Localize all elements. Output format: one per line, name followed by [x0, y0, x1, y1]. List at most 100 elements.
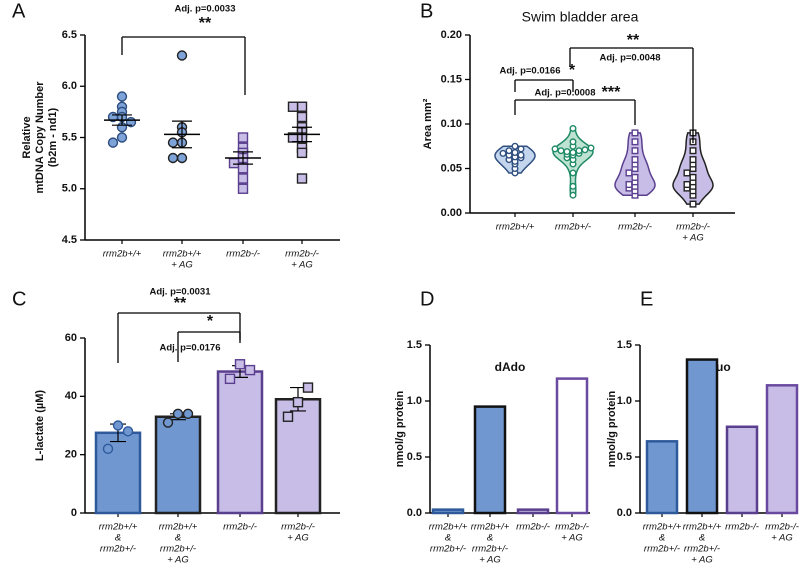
x-tick-label: rrm2b-/- — [226, 249, 260, 260]
x-tick-label: + AG — [561, 533, 583, 544]
annotation: Adj. p=0.0031 — [150, 287, 212, 298]
data-point — [116, 132, 128, 143]
data-point — [569, 124, 577, 132]
annotation: * — [569, 62, 576, 79]
data-point — [511, 148, 519, 156]
y-tick-label: 6.0 — [62, 80, 77, 92]
data-point — [167, 137, 179, 148]
chart-title: dAdo — [495, 360, 526, 374]
data-point — [683, 181, 691, 189]
annotation: Adj. p=0.0033 — [175, 4, 236, 15]
x-tick-label: & — [445, 533, 451, 544]
bar — [725, 425, 759, 515]
y-tick-label: 4.5 — [62, 234, 77, 246]
x-tick-label: & — [487, 533, 493, 544]
data-point — [689, 200, 697, 208]
data-point — [631, 138, 639, 146]
bar — [473, 405, 507, 515]
data-point — [683, 169, 691, 177]
x-tick-label: rrm2b+/+ — [163, 249, 202, 260]
y-tick-label: 0.00 — [441, 207, 462, 219]
x-tick-label: + AG — [691, 555, 713, 566]
annotation: ** — [174, 295, 187, 312]
data-point — [511, 142, 519, 150]
y-tick-label: 0.5 — [407, 451, 422, 463]
x-tick-label: rrm2b+/- — [430, 544, 466, 555]
error-bar — [233, 151, 253, 165]
x-tick-label: rrm2b+/+ — [103, 249, 142, 260]
data-point — [296, 101, 308, 112]
x-tick-label: & — [115, 533, 121, 544]
y-tick-label: 20 — [65, 449, 77, 461]
y-tick-label: 0.0 — [617, 507, 632, 519]
data-point — [172, 408, 184, 420]
data-point — [302, 382, 314, 393]
x-tick-label: rrm2b+/- — [644, 544, 680, 555]
data-point — [237, 132, 249, 143]
y-axis-label: mtDNA Copy Number — [34, 81, 46, 194]
y-axis-label: nmol/g protein — [606, 391, 618, 468]
bar — [685, 358, 719, 515]
x-tick-label: rrm2b+/- — [100, 544, 136, 555]
y-tick-label: 1.0 — [407, 395, 422, 407]
x-tick-label: rrm2b-/- — [765, 522, 799, 533]
data-point — [517, 145, 525, 153]
data-point — [575, 147, 583, 155]
data-point — [237, 183, 249, 194]
y-tick-label: 6.5 — [62, 29, 77, 41]
data-point — [122, 426, 134, 437]
data-point — [102, 443, 114, 455]
annotation: Adj. p=0.0008 — [535, 88, 596, 99]
x-tick-label: rrm2b+/+ — [99, 522, 138, 533]
data-point — [557, 147, 565, 155]
data-point — [551, 145, 559, 153]
data-point — [287, 101, 299, 112]
data-point — [625, 169, 633, 177]
panel-label: D — [420, 288, 434, 310]
data-point — [237, 163, 249, 174]
x-tick-label: rrm2b+/- — [555, 222, 591, 233]
y-axis-label: nmol/g protein — [394, 391, 406, 468]
x-tick-label: + AG — [771, 533, 793, 544]
data-point — [224, 373, 236, 385]
y-tick-label: 1.0 — [617, 395, 632, 407]
y-tick-label: 1.5 — [617, 339, 632, 351]
x-tick-label: + AG — [291, 260, 313, 271]
data-point — [176, 50, 188, 61]
x-tick-label: rrm2b-/- — [516, 522, 550, 533]
y-axis-label: L-lactate (µM) — [34, 390, 46, 461]
y-tick-label: 40 — [65, 390, 77, 402]
y-tick-label: 0.20 — [441, 29, 462, 41]
y-tick-label: 0.05 — [441, 162, 462, 174]
x-tick-label: rrm2b-/- — [285, 249, 319, 260]
data-point — [569, 169, 577, 177]
panel-label: E — [640, 288, 653, 310]
error-bar — [292, 126, 312, 143]
data-point — [228, 157, 240, 169]
data-point — [689, 156, 697, 164]
x-tick-label: rrm2b+/+ — [471, 522, 510, 533]
data-point — [112, 420, 124, 431]
annotation: *** — [602, 84, 621, 101]
chart-title: Swim bladder area — [522, 9, 639, 25]
data-point — [282, 411, 294, 422]
bar — [154, 415, 202, 515]
data-point — [631, 129, 639, 137]
x-tick-label: rrm2b-/- — [555, 522, 589, 533]
x-tick-label: rrm2b+/+ — [429, 522, 468, 533]
data-point — [569, 182, 577, 190]
data-point — [631, 147, 639, 155]
data-point — [296, 111, 308, 123]
x-tick-label: + AG — [171, 260, 193, 271]
bar — [216, 370, 264, 515]
data-point — [569, 148, 577, 156]
bar — [765, 384, 799, 515]
x-tick-label: rrm2b+/+ — [159, 522, 198, 533]
annotation: Adj. p=0.0166 — [500, 66, 561, 77]
data-point — [176, 152, 188, 164]
x-tick-label: & — [175, 533, 181, 544]
error-bar — [112, 114, 132, 126]
panel-label: C — [12, 288, 26, 310]
x-tick-label: rrm2b-/- — [281, 522, 315, 533]
